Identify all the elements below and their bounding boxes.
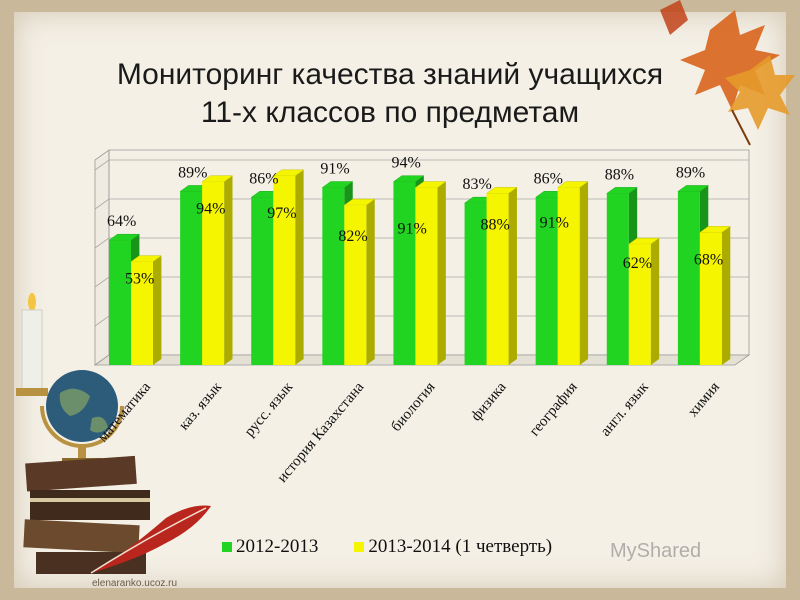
quill-feather-icon: [90, 505, 211, 574]
site-credit: elenaranko.ucoz.ru: [92, 578, 178, 589]
data-label-series-2: 53%: [125, 271, 154, 288]
bar-series-2: [556, 181, 589, 365]
data-label-series-2: 97%: [267, 205, 296, 222]
data-label-series-1: 89%: [178, 164, 207, 181]
legend-swatch-series-2: [354, 542, 365, 552]
category-label: русс. язык: [242, 379, 297, 440]
category-label: математика: [95, 379, 154, 445]
data-label-series-1: 88%: [605, 166, 634, 183]
legend-swatch-series-1: [222, 542, 232, 552]
bar-series-2: [272, 169, 305, 365]
data-label-series-1: 64%: [107, 213, 136, 230]
data-label-series-2: 88%: [481, 216, 510, 233]
data-label-series-2: 94%: [196, 201, 225, 218]
data-label-series-1: 91%: [320, 161, 349, 178]
bar-series-2: [201, 175, 234, 365]
data-label-series-2: 68%: [694, 251, 723, 268]
legend-item-series-1: 2012-2013: [222, 536, 318, 558]
legend-item-series-2: 2013-2014 (1 четверть): [354, 536, 552, 558]
category-label: география: [527, 379, 581, 439]
bar-series-2: [485, 187, 518, 365]
data-label-series-1: 89%: [676, 164, 705, 181]
category-label: англ. язык: [598, 379, 653, 440]
data-label-series-2: 62%: [623, 255, 652, 272]
data-label-series-1: 86%: [249, 170, 278, 187]
bar-series-2: [130, 255, 163, 365]
data-label-series-1: 94%: [391, 155, 420, 172]
title-line-2: 11-х классов по предметам: [200, 96, 580, 129]
category-label: химия: [685, 379, 723, 420]
legend-label-series-2: 2013-2014 (1 четверть): [368, 536, 553, 557]
candle-icon: [16, 293, 48, 396]
bar-series-2: [627, 237, 660, 365]
category-label: физика: [468, 379, 510, 424]
chart-side-wall: [94, 149, 110, 366]
data-label-series-1: 86%: [534, 170, 563, 187]
title-line-1: Мониторинг качества знаний учащихся: [116, 58, 664, 91]
globe-icon: [40, 370, 124, 466]
watermark: MyShared: [610, 540, 702, 562]
bar-series-2: [343, 198, 376, 365]
bar-series-2: [699, 226, 732, 365]
data-label-series-2: 91%: [397, 221, 426, 238]
data-label-series-1: 83%: [463, 176, 492, 193]
autumn-leaves-icon: [660, 0, 795, 146]
bar-series-2: [414, 181, 447, 365]
chart-legend: 2012-2013 2013-2014 (1 четверть): [222, 536, 552, 558]
category-label: биология: [388, 379, 438, 435]
data-label-series-2: 91%: [540, 215, 569, 232]
category-label: каз. язык: [176, 379, 226, 434]
legend-label-series-1: 2012-2013: [236, 536, 319, 557]
gridline: [94, 159, 749, 171]
chart-title: Мониторинг качества знаний учащихся 11-х…: [40, 56, 740, 132]
data-label-series-2: 82%: [338, 228, 367, 245]
